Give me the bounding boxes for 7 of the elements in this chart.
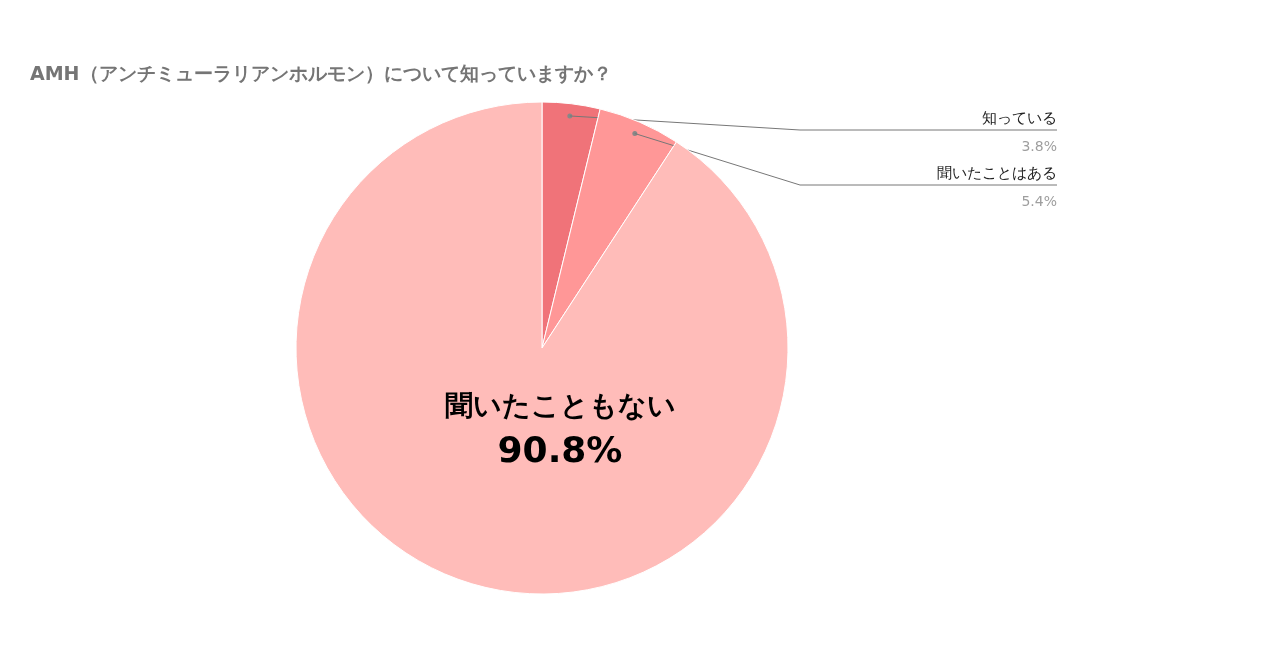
- data-label: 3.8%: [1021, 138, 1057, 154]
- slice-label: 聞いたこともない: [444, 389, 676, 422]
- slice-label: 知っている: [982, 109, 1057, 127]
- data-label: 5.4%: [1021, 193, 1057, 209]
- title: AMH（アンチミューラリアンホルモン）について知っていますか？: [30, 62, 612, 84]
- data-label: 90.8%: [497, 429, 623, 470]
- slice-label: 聞いたことはある: [937, 164, 1057, 182]
